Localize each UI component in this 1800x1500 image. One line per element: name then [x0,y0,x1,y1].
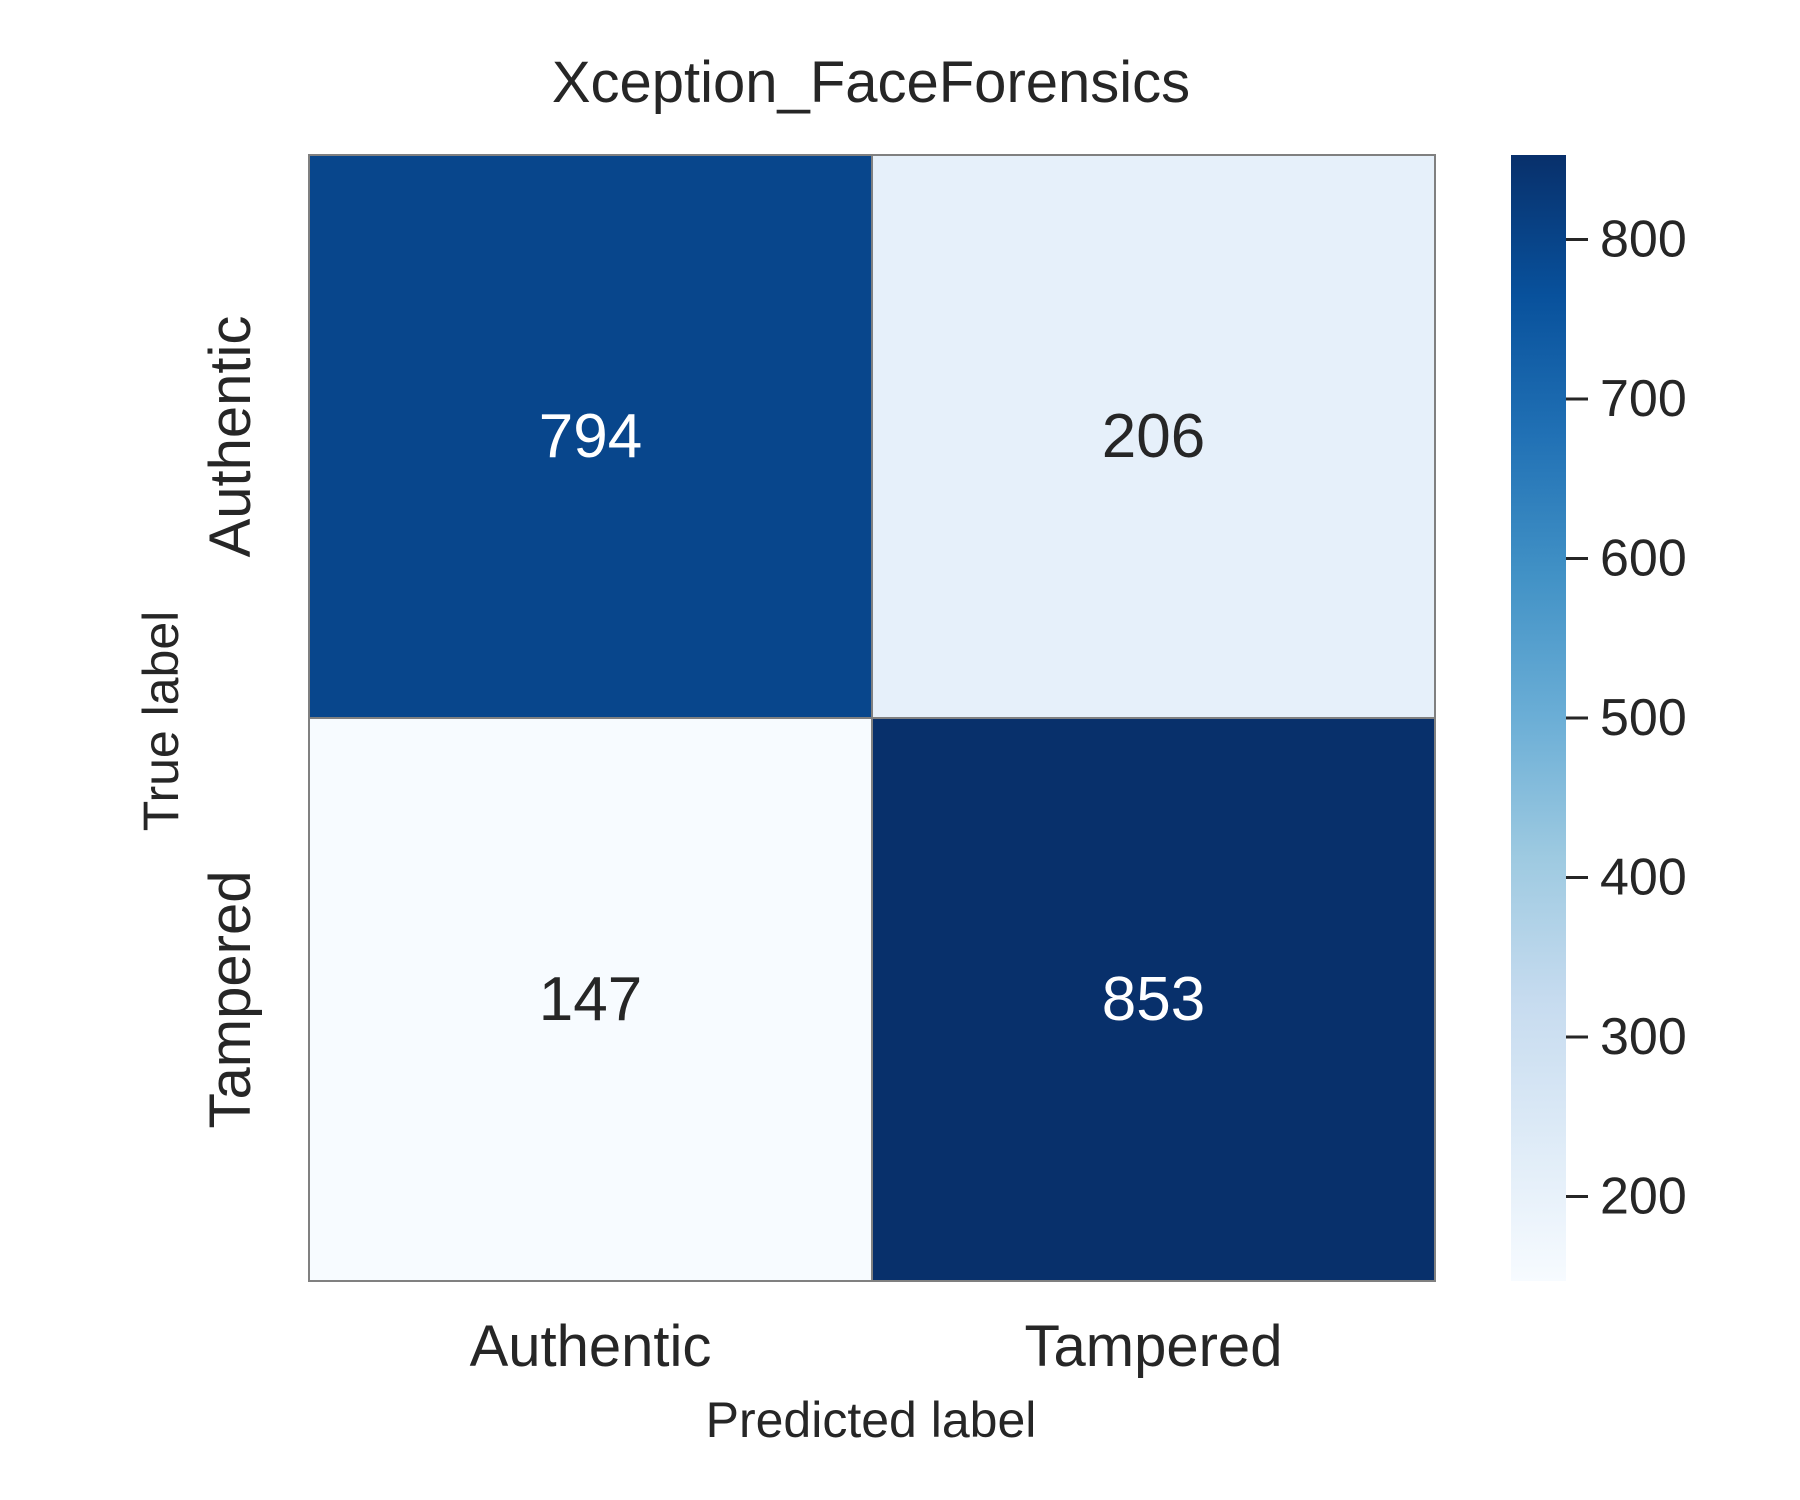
cell-value-label: 853 [1102,965,1205,1034]
x-axis-label: Predicted label [706,1392,1037,1448]
colorbar-tick-label: 200 [1600,1167,1687,1225]
heatmap-cell-tampered-tampered [871,717,1436,1282]
cell-value-label: 794 [539,402,642,471]
x-axis-tick-labels: Authentic Tampered [470,1314,1283,1379]
colorbar-tick-label: 700 [1600,370,1687,428]
colorbar-ticks: 200 300 400 500 600 700 800 [1566,211,1687,1225]
colorbar [1511,155,1566,1281]
colorbar-tick-label: 500 [1600,689,1687,747]
x-tick-label: Authentic [470,1314,712,1379]
y-axis-label: True label [133,611,189,831]
colorbar-tick-label: 300 [1600,1008,1687,1066]
heatmap-cell-tampered-authentic [308,717,873,1282]
colorbar-tick-label: 400 [1600,848,1687,906]
cell-value-label: 206 [1102,402,1205,471]
x-tick-label: Tampered [1025,1314,1283,1379]
y-axis-tick-labels: Authentic Tampered [198,316,263,1129]
cell-value-label: 147 [539,965,642,1034]
heatmap-cells [308,154,1436,1282]
y-tick-label: Tampered [198,871,263,1129]
y-tick-label: Authentic [198,316,263,558]
heatmap-cell-authentic-tampered [871,154,1436,719]
heatmap-cell-authentic-authentic [308,154,873,719]
colorbar-tick-label: 800 [1600,211,1687,269]
colorbar-tick-label: 600 [1600,530,1687,588]
heatmap-cell-labels: 794 206 147 853 [539,402,1205,1034]
chart-title: Xception_FaceForensics [552,50,1190,115]
